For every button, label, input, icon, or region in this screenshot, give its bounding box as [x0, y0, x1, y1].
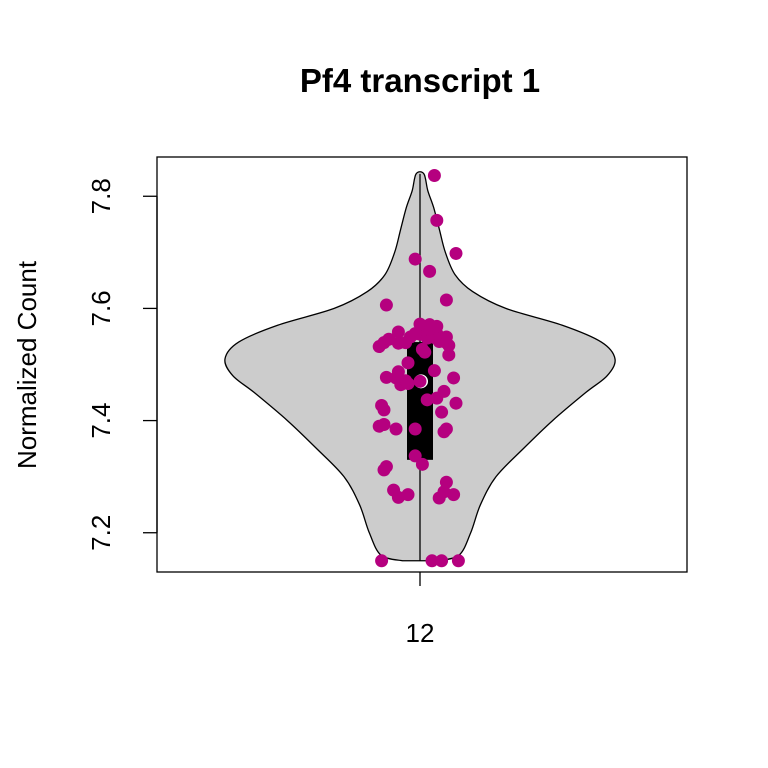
data-point — [391, 365, 405, 379]
points-layer — [372, 169, 465, 568]
chart-title: Pf4 transcript 1 — [300, 62, 540, 99]
data-point — [401, 356, 415, 370]
data-point — [423, 318, 437, 332]
data-point — [415, 342, 429, 356]
data-point — [423, 264, 437, 278]
data-point — [375, 554, 389, 568]
data-point — [413, 374, 427, 388]
data-point — [449, 396, 463, 410]
data-point — [387, 483, 401, 497]
data-point — [377, 418, 391, 432]
data-point — [408, 449, 422, 463]
data-point — [408, 422, 422, 436]
data-point — [439, 293, 453, 307]
data-point — [415, 457, 429, 471]
y-axis: 7.2 7.4 7.6 7.8 — [86, 178, 158, 551]
data-point — [401, 377, 415, 391]
data-point — [437, 384, 451, 398]
data-point — [439, 475, 453, 489]
data-point — [379, 370, 393, 384]
data-point — [382, 332, 396, 346]
data-point — [401, 488, 415, 502]
y-tick-label: 7.2 — [86, 515, 116, 551]
data-point — [408, 252, 422, 266]
y-tick-label: 7.6 — [86, 290, 116, 326]
data-point — [430, 213, 444, 227]
violin-layer — [224, 171, 616, 562]
data-point — [439, 422, 453, 436]
x-tick-label: 12 — [406, 618, 435, 648]
data-point — [427, 169, 441, 183]
y-axis-label: Normalized Count — [12, 260, 42, 469]
data-point — [413, 317, 427, 331]
data-point — [447, 371, 461, 385]
data-point — [379, 298, 393, 312]
data-point — [391, 325, 405, 339]
data-point — [435, 405, 449, 419]
data-point — [420, 393, 434, 407]
data-point — [451, 554, 465, 568]
data-point — [449, 246, 463, 260]
data-point — [427, 364, 441, 378]
data-point — [442, 348, 456, 362]
data-point — [435, 554, 449, 568]
y-tick-label: 7.8 — [86, 178, 116, 214]
data-point — [379, 460, 393, 474]
data-point — [425, 554, 439, 568]
data-point — [389, 422, 403, 436]
data-point — [375, 398, 389, 412]
x-axis: 12 — [406, 572, 435, 648]
y-tick-label: 7.4 — [86, 403, 116, 439]
